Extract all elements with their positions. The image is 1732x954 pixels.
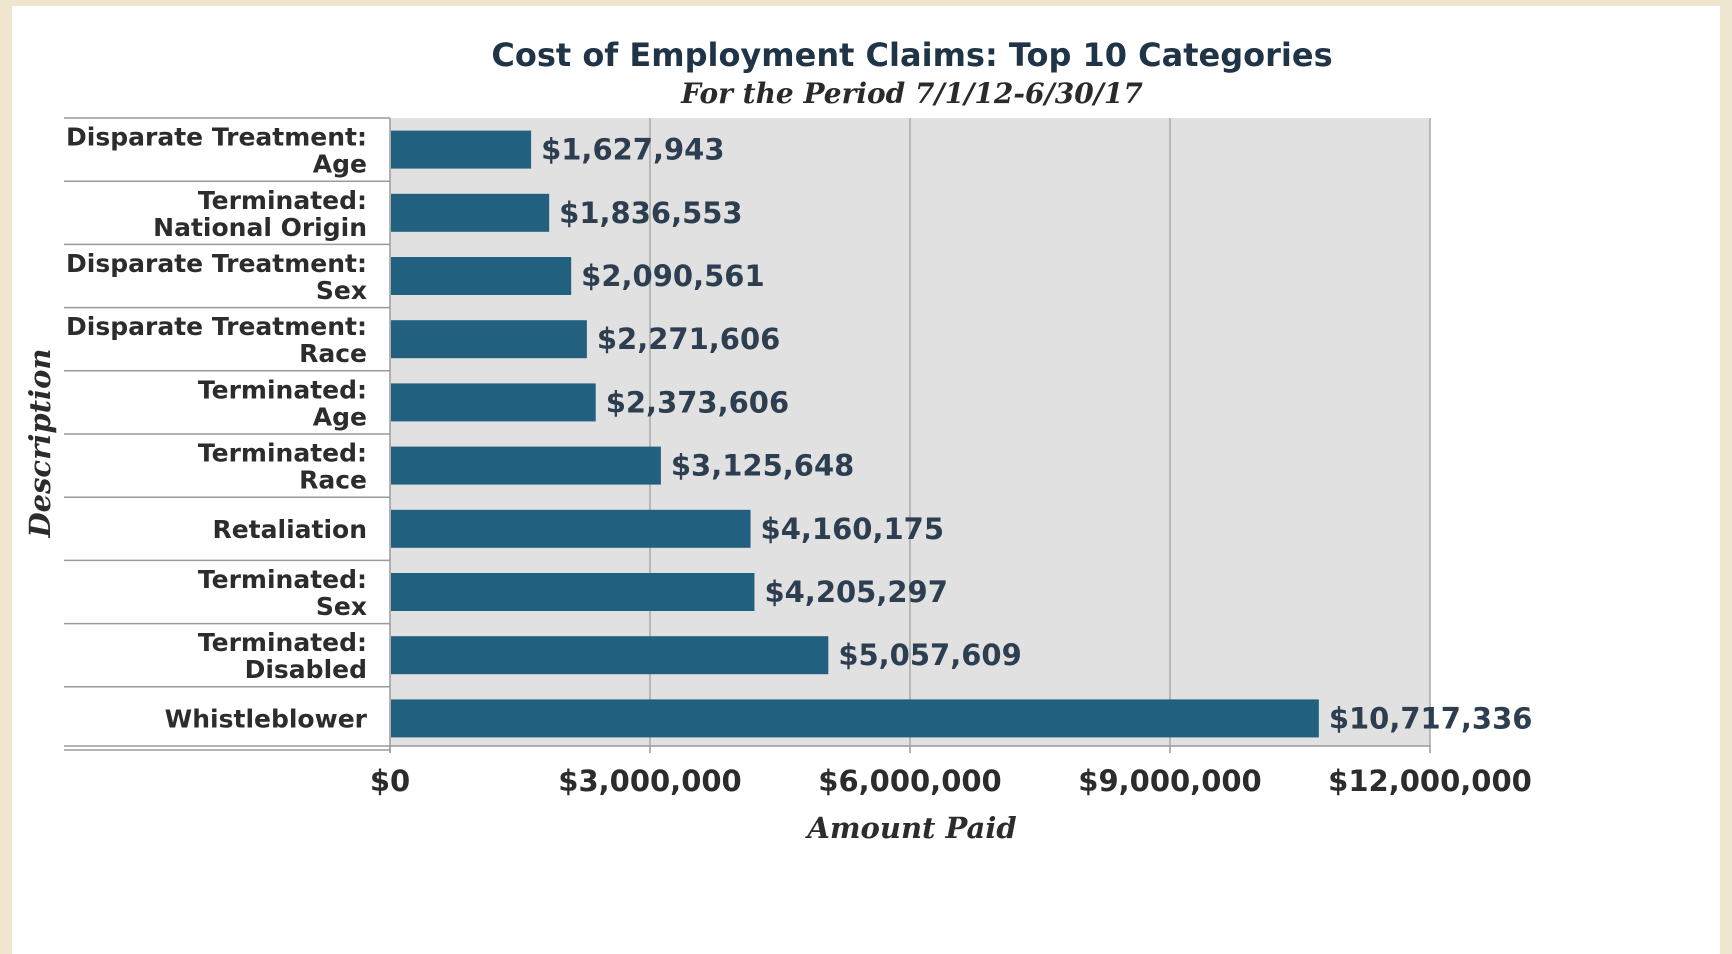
category-label: Age bbox=[313, 150, 367, 179]
bar bbox=[391, 194, 549, 232]
chart-subtitle: For the Period 7/1/12-6/30/17 bbox=[680, 77, 1143, 110]
category-label: Sex bbox=[316, 592, 367, 621]
bar bbox=[391, 699, 1319, 737]
x-tick-label: $12,000,000 bbox=[1328, 764, 1532, 798]
bar-value-label: $2,373,606 bbox=[606, 385, 789, 419]
category-label: Disabled bbox=[245, 655, 367, 684]
bar bbox=[391, 320, 587, 358]
category-label: Age bbox=[313, 402, 367, 431]
category-label: Terminated: bbox=[198, 628, 367, 657]
x-tick-label: $0 bbox=[370, 764, 410, 798]
bar bbox=[391, 636, 828, 674]
bar bbox=[391, 510, 751, 548]
bar-value-label: $4,160,175 bbox=[761, 512, 944, 546]
bar-value-label: $5,057,609 bbox=[838, 638, 1021, 672]
bar-value-label: $3,125,648 bbox=[671, 449, 854, 483]
category-label: Terminated: bbox=[198, 186, 367, 215]
bar-value-label: $2,271,606 bbox=[597, 322, 780, 356]
bar bbox=[391, 447, 661, 485]
category-label: Terminated: bbox=[198, 439, 367, 468]
category-label: Terminated: bbox=[198, 375, 367, 404]
category-label: National Origin bbox=[153, 213, 367, 242]
category-label: Whistleblower bbox=[165, 704, 368, 733]
y-axis-title: Description bbox=[23, 349, 57, 539]
bar-value-label: $1,627,943 bbox=[541, 133, 724, 167]
category-label: Race bbox=[299, 466, 367, 495]
x-tick-label: $9,000,000 bbox=[1078, 764, 1261, 798]
category-label: Disparate Treatment: bbox=[66, 312, 367, 341]
bar bbox=[391, 131, 531, 169]
x-tick-label: $3,000,000 bbox=[558, 764, 741, 798]
bar-chart: Cost of Employment Claims: Top 10 Catego… bbox=[12, 6, 1720, 954]
bar-value-label: $2,090,561 bbox=[581, 259, 764, 293]
bar-value-label: $1,836,553 bbox=[559, 196, 742, 230]
category-label: Race bbox=[299, 339, 367, 368]
category-label: Sex bbox=[316, 276, 367, 305]
chart-frame: Cost of Employment Claims: Top 10 Catego… bbox=[12, 6, 1720, 954]
bar-value-label: $10,717,336 bbox=[1329, 701, 1533, 735]
bar bbox=[391, 573, 754, 611]
category-label: Retaliation bbox=[212, 515, 367, 544]
chart-title: Cost of Employment Claims: Top 10 Catego… bbox=[491, 36, 1332, 74]
bar-value-label: $4,205,297 bbox=[764, 575, 947, 609]
category-label: Disparate Treatment: bbox=[66, 249, 367, 278]
x-tick-label: $6,000,000 bbox=[818, 764, 1001, 798]
bar bbox=[391, 383, 596, 421]
category-label: Disparate Treatment: bbox=[66, 123, 367, 152]
x-axis-title: Amount Paid bbox=[804, 811, 1016, 845]
category-label: Terminated: bbox=[198, 565, 367, 594]
bar bbox=[391, 257, 571, 295]
